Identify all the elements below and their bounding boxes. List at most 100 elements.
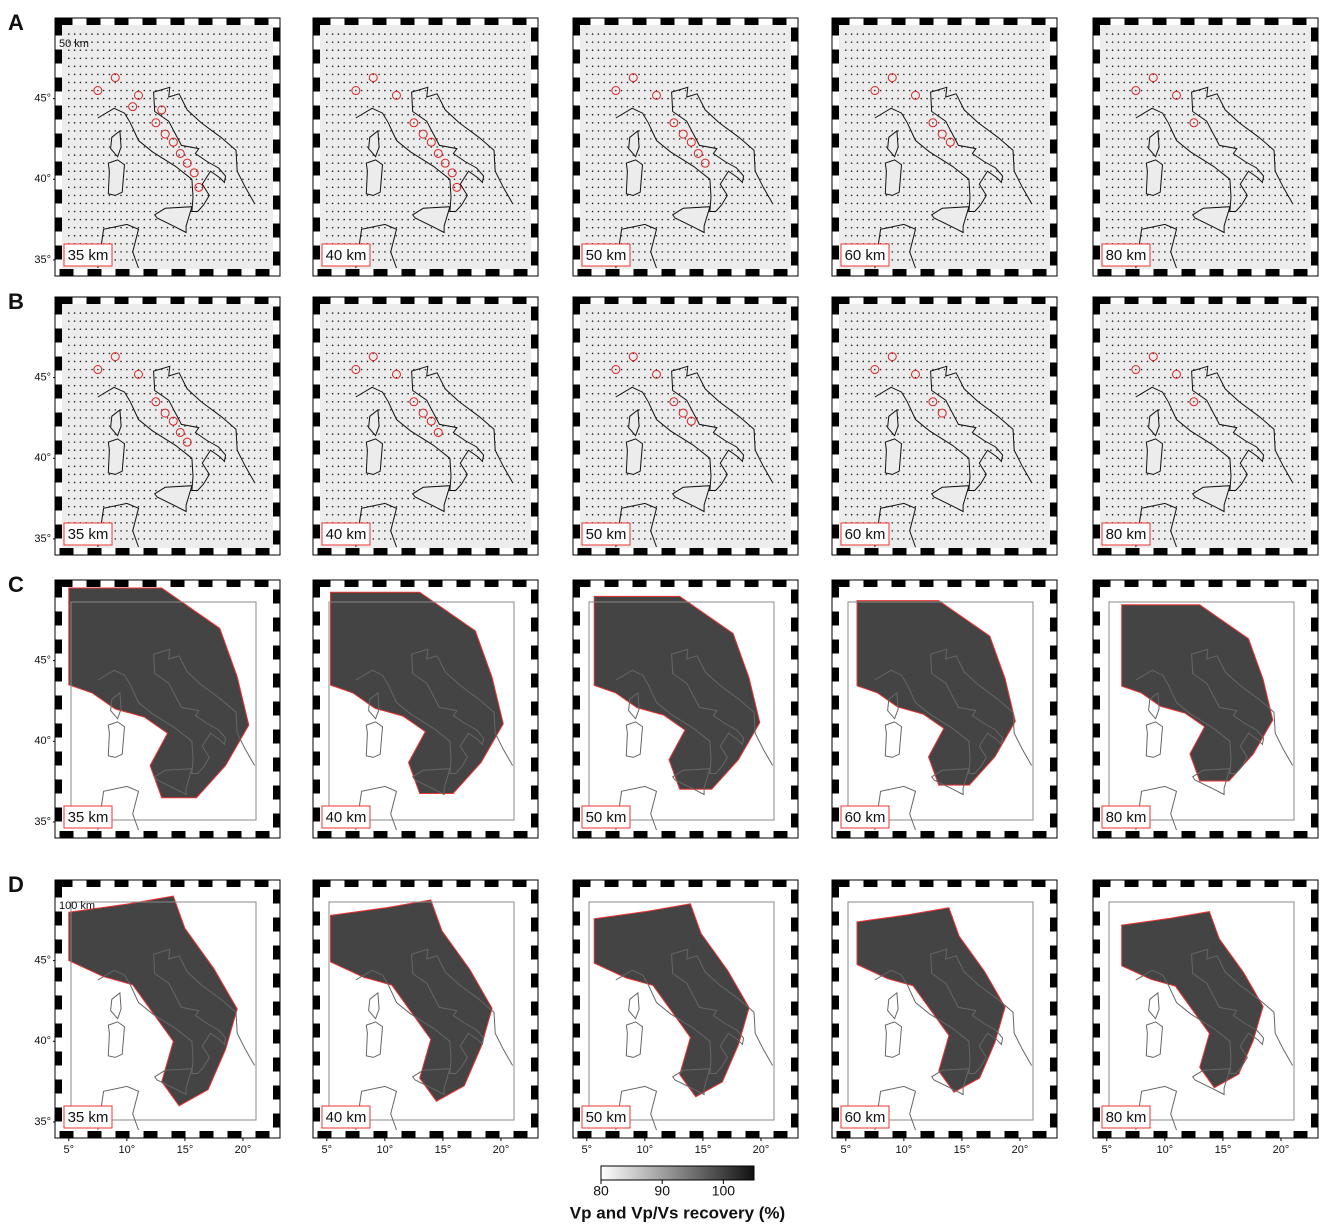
grid-dot	[265, 162, 267, 164]
grid-dot	[973, 227, 975, 229]
grid-dot	[460, 219, 462, 221]
grid-dot	[523, 227, 525, 229]
grid-dot	[1222, 74, 1224, 76]
grid-dot	[161, 49, 163, 51]
grid-dot	[851, 219, 853, 221]
grid-dot	[202, 82, 204, 84]
grid-dot	[219, 74, 221, 76]
grid-dot	[1025, 146, 1027, 148]
grid-dot	[68, 195, 70, 197]
grid-dot	[454, 49, 456, 51]
grid-dot	[691, 49, 693, 51]
grid-dot	[926, 98, 928, 100]
grid-dot	[731, 122, 733, 124]
grid-dot	[760, 114, 762, 116]
grid-dot	[1037, 211, 1039, 213]
grid-dot	[627, 106, 629, 108]
grid-dot	[355, 82, 357, 84]
grid-dot	[621, 178, 623, 180]
grid-dot	[696, 33, 698, 35]
grid-dot	[926, 211, 928, 213]
grid-dot	[1263, 130, 1265, 132]
grid-dot	[242, 170, 244, 172]
grid-dot	[523, 98, 525, 100]
grid-dot	[1135, 235, 1137, 237]
grid-dot	[926, 178, 928, 180]
grid-dot	[1002, 251, 1004, 253]
grid-dot	[1025, 219, 1027, 221]
grid-dot	[909, 122, 911, 124]
grid-dot	[425, 162, 427, 164]
grid-dot	[760, 74, 762, 76]
grid-dot	[167, 251, 169, 253]
grid-dot	[207, 74, 209, 76]
grid-dot	[891, 49, 893, 51]
grid-dot	[68, 178, 70, 180]
grid-dot	[1008, 187, 1010, 189]
grid-dot	[161, 170, 163, 172]
grid-dot	[1211, 98, 1213, 100]
grid-dot	[483, 74, 485, 76]
grid-dot	[454, 162, 456, 164]
grid-dot	[1152, 33, 1154, 35]
grid-dot	[845, 49, 847, 51]
grid-dot	[638, 57, 640, 59]
grid-dot	[1274, 227, 1276, 229]
grid-dot	[401, 33, 403, 35]
grid-dot	[586, 57, 588, 59]
grid-dot	[465, 203, 467, 205]
grid-dot	[219, 243, 221, 245]
grid-dot	[627, 98, 629, 100]
grid-dot	[167, 41, 169, 43]
grid-dot	[886, 138, 888, 140]
grid-dot	[1199, 187, 1201, 189]
grid-dot	[1257, 49, 1259, 51]
grid-dot	[326, 138, 328, 140]
grid-dot	[425, 227, 427, 229]
grid-dot	[944, 243, 946, 245]
grid-dot	[425, 74, 427, 76]
grid-dot	[126, 187, 128, 189]
grid-dot	[1147, 66, 1149, 68]
grid-dot	[903, 82, 905, 84]
grid-dot	[766, 122, 768, 124]
grid-dot	[1031, 243, 1033, 245]
map-panel: 40 km	[313, 18, 538, 276]
grid-dot	[138, 122, 140, 124]
grid-dot	[1269, 162, 1271, 164]
grid-dot	[483, 195, 485, 197]
grid-dot	[903, 41, 905, 43]
grid-dot	[967, 106, 969, 108]
grid-dot	[743, 154, 745, 156]
grid-dot	[955, 170, 957, 172]
grid-dot	[737, 251, 739, 253]
grid-dot	[1002, 154, 1004, 156]
grid-dot	[1031, 146, 1033, 148]
grid-dot	[766, 41, 768, 43]
grid-dot	[518, 146, 520, 148]
grid-dot	[615, 114, 617, 116]
grid-dot	[500, 235, 502, 237]
map-panel: 60 km	[832, 18, 1057, 276]
grid-dot	[512, 195, 514, 197]
grid-dot	[68, 138, 70, 140]
grid-dot	[442, 187, 444, 189]
grid-dot	[961, 154, 963, 156]
grid-dot	[367, 74, 369, 76]
grid-dot	[1152, 251, 1154, 253]
grid-dot	[1106, 106, 1108, 108]
grid-dot	[431, 90, 433, 92]
grid-dot	[1123, 219, 1125, 221]
grid-dot	[1251, 138, 1253, 140]
grid-dot	[1234, 66, 1236, 68]
grid-dot	[326, 195, 328, 197]
grid-dot	[880, 90, 882, 92]
grid-dot	[656, 74, 658, 76]
grid-dot	[990, 219, 992, 221]
grid-dot	[1141, 122, 1143, 124]
grid-dot	[990, 146, 992, 148]
grid-dot	[1193, 251, 1195, 253]
grid-dot	[926, 41, 928, 43]
grid-dot	[184, 33, 186, 35]
coastline	[108, 160, 124, 196]
